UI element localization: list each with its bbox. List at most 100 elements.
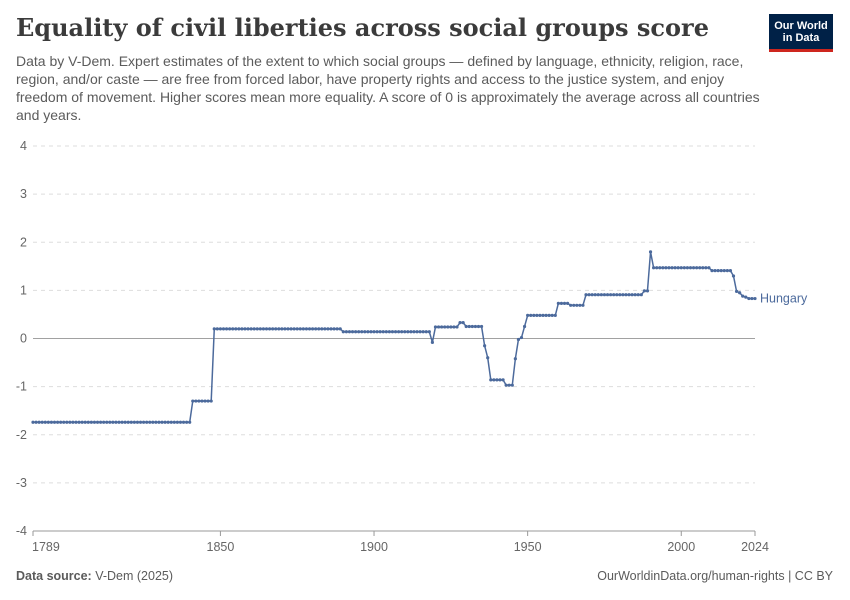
data-point <box>218 327 223 331</box>
data-point <box>163 420 167 424</box>
data-point <box>344 330 348 334</box>
data-point <box>360 330 364 334</box>
data-point <box>117 420 121 424</box>
data-point <box>704 266 708 270</box>
data-point <box>630 293 634 297</box>
data-point <box>326 327 330 331</box>
data-point <box>304 327 309 331</box>
data-point <box>366 330 370 334</box>
data-point <box>65 420 69 424</box>
data-point <box>443 325 447 329</box>
data-point <box>495 378 499 382</box>
data-point <box>615 293 619 297</box>
data-point <box>92 420 97 424</box>
data-point <box>501 378 505 382</box>
data-point <box>559 301 564 305</box>
data-point <box>354 330 358 334</box>
data-point <box>470 324 474 329</box>
data-point <box>350 330 355 334</box>
data-point <box>221 327 226 331</box>
y-tick-label: -1 <box>16 380 27 394</box>
data-point <box>89 420 93 424</box>
data-point <box>479 324 484 329</box>
data-point <box>519 335 524 340</box>
data-point <box>507 383 511 387</box>
data-point <box>578 303 582 307</box>
data-point <box>593 293 597 297</box>
data-point <box>618 293 622 297</box>
data-source-value: V-Dem (2025) <box>95 569 174 583</box>
x-tick-label: 2024 <box>741 540 769 554</box>
data-point <box>240 327 244 331</box>
data-point <box>688 266 693 270</box>
data-point <box>231 327 235 331</box>
line-chart: -4 -3 -2 -1 0 1 2 3 4 1789 1850 1900 1950 2000 2024 Hu… <box>16 139 808 554</box>
data-point <box>553 313 557 317</box>
data-point <box>138 420 143 424</box>
data-point <box>590 293 594 297</box>
data-point <box>529 313 533 317</box>
data-point <box>271 327 275 331</box>
data-point <box>535 313 539 317</box>
data-point <box>673 266 677 270</box>
footer-url-license[interactable]: OurWorldinData.org/human-rights | CC BY <box>597 569 833 583</box>
data-point <box>234 327 238 331</box>
y-tick-label: -2 <box>16 428 27 442</box>
data-point <box>513 357 517 361</box>
data-point <box>237 327 241 331</box>
y-tick-label: 3 <box>20 187 27 201</box>
data-point <box>384 330 388 334</box>
data-point <box>569 303 573 307</box>
data-point <box>280 327 284 331</box>
data-point <box>40 420 44 424</box>
data-point <box>381 330 385 334</box>
data-point <box>424 330 428 334</box>
data-point <box>664 266 668 270</box>
data-point <box>46 420 50 424</box>
x-tick-label: 1950 <box>514 540 542 554</box>
data-point <box>516 337 521 342</box>
data-point <box>277 327 281 331</box>
data-point <box>725 269 729 273</box>
data-point <box>74 420 78 424</box>
data-point <box>655 266 659 270</box>
series-hungary[interactable] <box>31 250 757 424</box>
data-point <box>145 420 149 424</box>
data-point <box>455 325 459 329</box>
data-point <box>378 330 382 334</box>
data-point <box>188 420 192 424</box>
data-point <box>175 420 179 424</box>
data-point <box>587 293 591 297</box>
x-tick-label: 1789 <box>32 540 60 554</box>
data-point <box>483 344 487 348</box>
data-point <box>108 420 112 424</box>
data-point <box>522 324 527 329</box>
data-point <box>357 330 361 334</box>
data-point <box>400 330 404 334</box>
data-point <box>427 330 431 334</box>
data-point <box>120 420 124 424</box>
data-point <box>209 399 213 403</box>
data-point <box>62 420 66 424</box>
data-point <box>314 327 318 331</box>
data-point <box>581 303 585 307</box>
data-point <box>267 327 272 331</box>
data-point <box>372 330 376 334</box>
data-point <box>129 420 133 424</box>
data-point <box>750 296 754 301</box>
data-point <box>670 266 674 270</box>
data-point <box>246 327 250 331</box>
y-tick-label: 1 <box>20 283 27 297</box>
data-point <box>335 327 339 331</box>
data-point <box>406 330 410 334</box>
owid-logo[interactable]: Our World in Data <box>769 14 833 52</box>
data-point <box>753 296 757 301</box>
data-point <box>418 330 422 334</box>
data-point <box>504 383 508 387</box>
data-point <box>562 301 567 305</box>
data-point <box>710 269 714 273</box>
data-point <box>157 420 161 424</box>
data-point <box>436 325 441 329</box>
data-point <box>679 266 683 270</box>
data-point <box>658 266 662 270</box>
